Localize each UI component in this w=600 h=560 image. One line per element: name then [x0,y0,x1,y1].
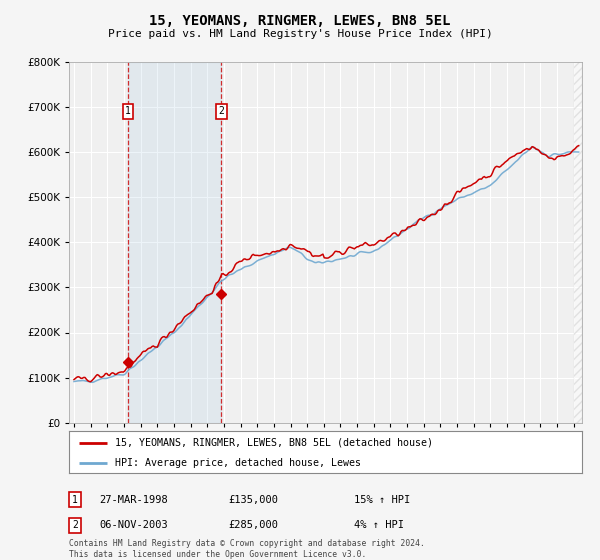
Text: £285,000: £285,000 [228,520,278,530]
Text: 1: 1 [72,494,78,505]
Text: £135,000: £135,000 [228,494,278,505]
Text: HPI: Average price, detached house, Lewes: HPI: Average price, detached house, Lewe… [115,458,361,468]
Text: 06-NOV-2003: 06-NOV-2003 [99,520,168,530]
Text: 1: 1 [125,106,131,116]
Text: 15, YEOMANS, RINGMER, LEWES, BN8 5EL: 15, YEOMANS, RINGMER, LEWES, BN8 5EL [149,14,451,28]
Text: 15, YEOMANS, RINGMER, LEWES, BN8 5EL (detached house): 15, YEOMANS, RINGMER, LEWES, BN8 5EL (de… [115,438,433,448]
Text: 27-MAR-1998: 27-MAR-1998 [99,494,168,505]
Text: Contains HM Land Registry data © Crown copyright and database right 2024.
This d: Contains HM Land Registry data © Crown c… [69,539,425,559]
Bar [128,62,221,423]
Text: 2: 2 [72,520,78,530]
Text: 2: 2 [218,106,224,116]
Text: 4% ↑ HPI: 4% ↑ HPI [354,520,404,530]
Text: Price paid vs. HM Land Registry's House Price Index (HPI): Price paid vs. HM Land Registry's House … [107,29,493,39]
Text: 15% ↑ HPI: 15% ↑ HPI [354,494,410,505]
